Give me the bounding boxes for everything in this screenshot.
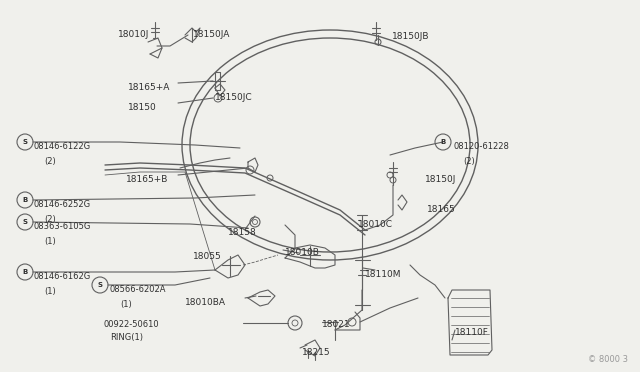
Text: 08146-6252G: 08146-6252G (34, 200, 91, 209)
Text: 18150JB: 18150JB (392, 32, 429, 41)
Text: 18010B: 18010B (285, 248, 320, 257)
Text: 18055: 18055 (193, 252, 221, 261)
Text: B: B (440, 139, 445, 145)
Text: 08146-6122G: 08146-6122G (34, 142, 91, 151)
Text: 18150: 18150 (128, 103, 157, 112)
Text: B: B (22, 197, 28, 203)
Text: S: S (97, 282, 102, 288)
Text: 18110M: 18110M (365, 270, 401, 279)
Text: S: S (22, 219, 28, 225)
Text: 18010C: 18010C (358, 220, 393, 229)
Text: 18215: 18215 (302, 348, 331, 357)
Text: 18165: 18165 (427, 205, 456, 214)
Text: 18010J: 18010J (118, 30, 149, 39)
Text: (2): (2) (44, 215, 56, 224)
Text: 18165+B: 18165+B (126, 175, 168, 184)
Text: 08566-6202A: 08566-6202A (110, 285, 166, 294)
Text: 18165+A: 18165+A (128, 83, 170, 92)
Text: B: B (22, 269, 28, 275)
Text: (1): (1) (120, 300, 132, 309)
Text: (2): (2) (463, 157, 475, 166)
Text: 18021: 18021 (322, 320, 351, 329)
Text: © 8000 3: © 8000 3 (588, 355, 628, 364)
Text: 18150JC: 18150JC (215, 93, 253, 102)
Text: 18110F: 18110F (455, 328, 489, 337)
Text: 08120-61228: 08120-61228 (453, 142, 509, 151)
Text: (1): (1) (44, 287, 56, 296)
Text: 08146-6162G: 08146-6162G (34, 272, 92, 281)
Text: (2): (2) (44, 157, 56, 166)
Text: S: S (22, 139, 28, 145)
Text: RING(1): RING(1) (110, 333, 143, 342)
Text: 08363-6105G: 08363-6105G (34, 222, 92, 231)
Text: 18150J: 18150J (425, 175, 456, 184)
Text: 00922-50610: 00922-50610 (103, 320, 159, 329)
Text: 18010BA: 18010BA (185, 298, 226, 307)
Text: 18150JA: 18150JA (193, 30, 230, 39)
Text: (1): (1) (44, 237, 56, 246)
Text: 18158: 18158 (228, 228, 257, 237)
